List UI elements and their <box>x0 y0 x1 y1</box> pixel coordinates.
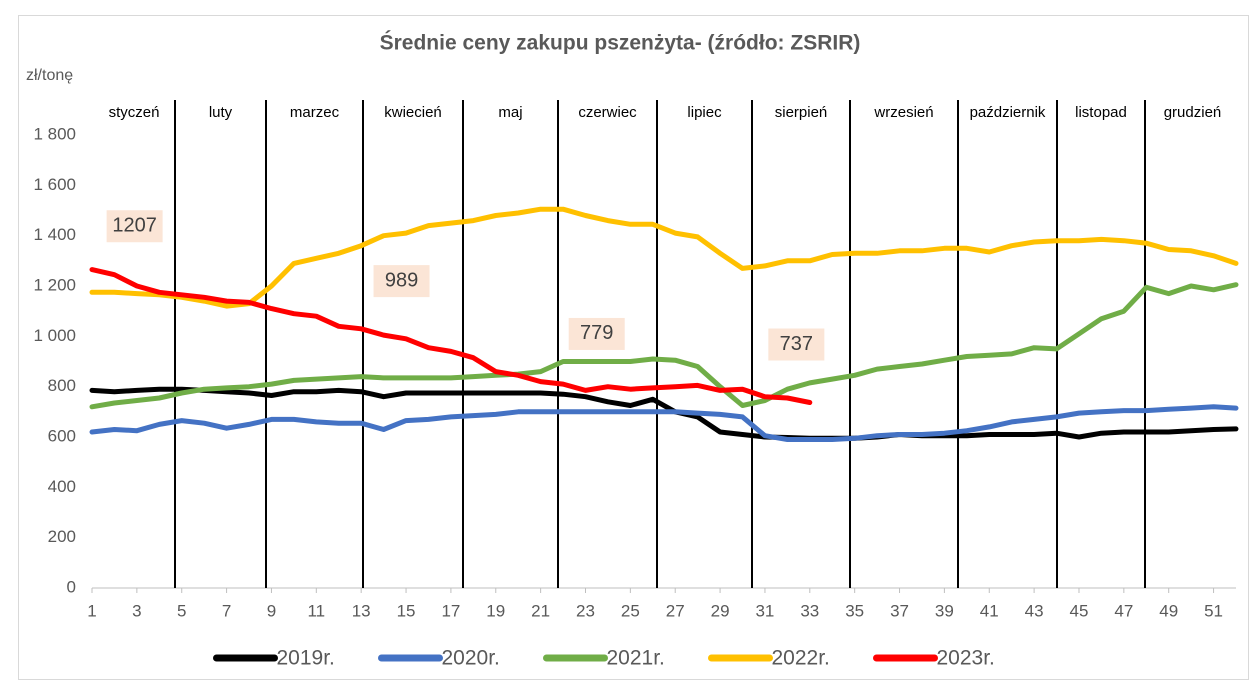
y-tick-label: 1 800 <box>33 124 76 143</box>
month-label: grudzień <box>1164 104 1222 121</box>
annotation-label: 1207 <box>112 215 157 237</box>
series-line <box>89 386 1239 441</box>
series-line <box>89 282 1239 410</box>
x-tick-label: 11 <box>307 601 325 620</box>
x-tick-label: 39 <box>935 601 954 620</box>
month-label: maj <box>498 104 522 121</box>
y-tick-label: 800 <box>48 376 76 395</box>
y-axis-label: zł/tonę <box>26 67 73 84</box>
x-tick-label: 45 <box>1070 601 1089 620</box>
legend-label: 2021r. <box>607 647 665 670</box>
x-tick-label: 43 <box>1025 601 1044 620</box>
y-tick-label: 200 <box>48 527 76 546</box>
x-tick-label: 37 <box>890 601 909 620</box>
y-tick-label: 1 200 <box>33 275 76 294</box>
x-tick-label: 51 <box>1204 601 1223 620</box>
month-label: sierpień <box>775 104 828 121</box>
month-label: lipiec <box>687 104 722 121</box>
x-tick-label: 9 <box>267 601 276 620</box>
x-tick-label: 1 <box>87 601 96 620</box>
y-tick-label: 0 <box>67 577 76 596</box>
x-tick-label: 17 <box>441 601 460 620</box>
month-label: wrzesień <box>873 104 933 121</box>
y-tick-label: 1 400 <box>33 225 76 244</box>
month-label: kwiecień <box>384 104 442 121</box>
x-tick-label: 27 <box>666 601 685 620</box>
annotation-box <box>373 265 430 298</box>
month-label: czerwiec <box>578 104 637 121</box>
y-tick-label: 1 600 <box>33 175 76 194</box>
x-tick-label: 3 <box>132 601 141 620</box>
x-tick-label: 31 <box>755 601 774 620</box>
month-label: październik <box>970 104 1046 121</box>
x-tick-label: 47 <box>1114 601 1133 620</box>
x-tick-label: 29 <box>711 601 730 620</box>
x-tick-label: 25 <box>621 601 640 620</box>
x-tick-label: 7 <box>222 601 231 620</box>
annotation-box <box>768 328 825 361</box>
month-label: marzec <box>290 104 340 121</box>
series-line <box>89 404 1239 442</box>
series-line <box>89 206 1239 309</box>
annotation-label: 779 <box>580 322 613 344</box>
x-tick-label: 13 <box>352 601 371 620</box>
legend-label: 2019r. <box>277 647 335 670</box>
legend-label: 2020r. <box>442 647 500 670</box>
x-tick-label: 23 <box>576 601 595 620</box>
y-tick-label: 1 000 <box>33 326 76 345</box>
series-line <box>89 267 813 405</box>
x-tick-label: 41 <box>980 601 999 620</box>
annotation-label: 737 <box>780 333 813 355</box>
x-tick-label: 35 <box>845 601 864 620</box>
month-label: styczeń <box>109 104 160 121</box>
annotation-box <box>568 317 625 350</box>
legend-label: 2023r. <box>937 647 995 670</box>
legend-label: 2022r. <box>772 647 830 670</box>
x-tick-label: 49 <box>1159 601 1178 620</box>
x-tick-label: 33 <box>800 601 819 620</box>
x-tick-label: 21 <box>531 601 550 620</box>
month-label: luty <box>209 104 233 121</box>
annotation-box <box>106 210 163 243</box>
x-tick-label: 19 <box>486 601 505 620</box>
chart-title: Średnie ceny zakupu pszenżyta- (źródło: … <box>380 31 861 55</box>
annotation-label: 989 <box>385 269 418 291</box>
y-tick-label: 600 <box>48 426 76 445</box>
y-tick-label: 400 <box>48 477 76 496</box>
month-label: listopad <box>1075 104 1127 121</box>
x-tick-label: 15 <box>397 601 416 620</box>
x-tick-label: 5 <box>177 601 186 620</box>
